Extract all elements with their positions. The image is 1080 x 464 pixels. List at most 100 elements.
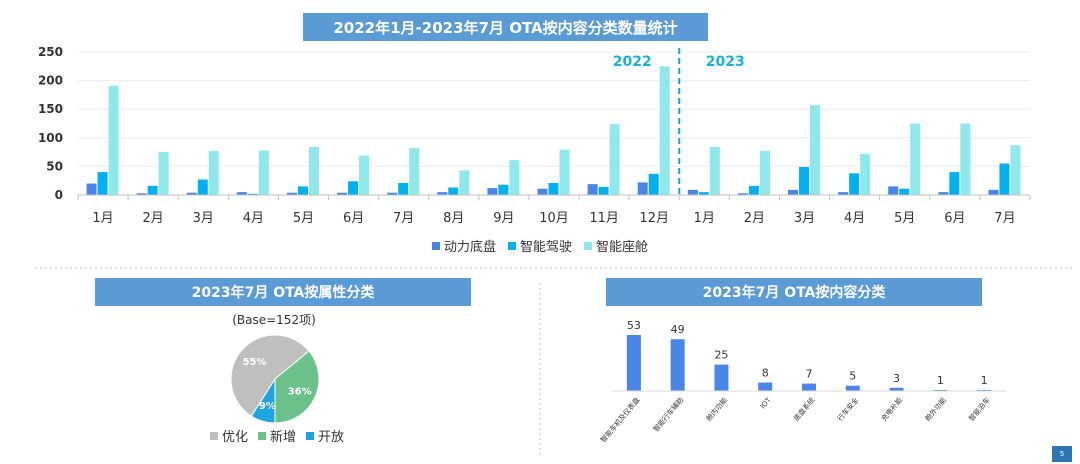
pie-legend-label: 优化 — [222, 430, 248, 445]
content-category-label: 智能泊车 — [967, 396, 992, 423]
x-tick-label: 4月 — [243, 211, 264, 226]
bar-1-15 — [849, 173, 860, 195]
content-chart-title: 2023年7月 OTA按内容分类 — [606, 278, 982, 306]
pie-legend-swatch — [306, 432, 314, 440]
pie-legend-label: 开放 — [318, 430, 344, 445]
bar-2-6 — [409, 148, 420, 195]
bar-0-14 — [788, 189, 799, 195]
content-category-label: 底盘系统 — [792, 396, 817, 423]
bar-0-0 — [86, 183, 97, 195]
y-tick-label: 0 — [55, 188, 63, 202]
x-tick-label: 5月 — [894, 211, 915, 226]
content-category-label: 充电补能 — [879, 396, 904, 423]
bar-2-17 — [960, 123, 971, 195]
legend-label: 智能座舱 — [596, 240, 648, 255]
bar-1-11 — [648, 173, 659, 195]
bar-0-4 — [286, 192, 297, 195]
y-tick-label: 250 — [38, 45, 63, 59]
x-tick-label: 11月 — [589, 211, 619, 226]
content-bar-value: 25 — [714, 349, 728, 362]
content-bar-value: 5 — [849, 370, 856, 383]
bar-2-14 — [810, 105, 821, 195]
bar-2-10 — [609, 124, 620, 195]
bar-2-11 — [659, 66, 670, 195]
x-tick-label: 2月 — [143, 211, 164, 226]
content-bar-5 — [845, 385, 860, 391]
monthly-ota-bar-chart: 0 50 100 150 200 250 1月 2月 3月 4月 5月 6月 7月 8月 9月 10月 11月 1… — [38, 45, 1031, 255]
pie-slice-0 — [230, 334, 310, 417]
y-tick-label: 200 — [38, 74, 63, 88]
bar-0-5 — [337, 192, 348, 195]
pie-slice-2 — [250, 377, 276, 424]
bar-0-8 — [487, 188, 498, 195]
pie-slice-1 — [274, 350, 320, 424]
bar-0-12 — [687, 189, 698, 195]
content-category-label: 行车安全 — [835, 396, 860, 423]
bar-1-16 — [899, 188, 910, 195]
bar-1-2 — [197, 179, 208, 195]
bar-1-0 — [97, 172, 108, 195]
bar-1-6 — [398, 182, 409, 195]
bar-2-0 — [108, 85, 119, 195]
content-bar-4 — [802, 383, 816, 391]
bar-2-16 — [910, 123, 921, 195]
content-bar-8 — [977, 389, 992, 391]
bar-2-15 — [860, 153, 871, 195]
x-tick-label: 5月 — [293, 211, 314, 226]
content-bar-value: 1 — [937, 374, 944, 387]
bar-2-7 — [459, 170, 470, 195]
content-bar-chart: 53 智能车机及仪表盘 49 智能行车辅助 25 舱内功能 8 IOT 7 底盘系统 5 行车安全 3 充… — [599, 319, 1006, 444]
pie-legend-swatch — [210, 432, 218, 440]
pie-chart-title: 2023年7月 OTA按属性分类 — [95, 278, 471, 306]
pie-subtitle: (Base=152项) — [232, 313, 316, 327]
x-tick-label: 8月 — [443, 211, 464, 226]
content-bar-value: 1 — [981, 374, 988, 387]
content-bar-value: 7 — [806, 368, 813, 381]
bar-1-7 — [448, 187, 459, 195]
bar-0-9 — [537, 188, 548, 195]
y-tick-label: 50 — [46, 159, 63, 173]
year-label-2023: 2023 — [706, 54, 745, 70]
content-category-label: IOT — [759, 396, 773, 411]
bar-0-6 — [387, 192, 398, 195]
bar-0-15 — [838, 192, 849, 195]
bar-0-11 — [637, 182, 648, 195]
legend-swatch — [508, 242, 516, 250]
bar-0-10 — [587, 184, 598, 195]
legend-swatch — [432, 242, 440, 250]
bar-2-13 — [759, 150, 770, 195]
content-category-label: 舱外功能 — [923, 396, 948, 423]
bar-0-1 — [136, 193, 147, 195]
bar-1-9 — [548, 182, 559, 195]
x-tick-label: 7月 — [393, 211, 414, 226]
content-bar-6 — [889, 387, 904, 391]
pie-label-0: 55% — [243, 357, 267, 368]
bar-2-3 — [258, 150, 269, 195]
pie-label-1: 36% — [288, 387, 312, 398]
x-tick-label: 2月 — [744, 211, 765, 226]
legend-label: 智能驾驶 — [520, 240, 572, 255]
x-tick-label: 3月 — [794, 211, 815, 226]
x-tick-label: 6月 — [944, 211, 965, 226]
main-chart-title: 2022年1月-2023年7月 OTA按内容分类数量统计 — [303, 13, 708, 41]
bar-2-4 — [308, 146, 319, 195]
bar-2-2 — [208, 150, 219, 195]
page-number: 5 — [1052, 446, 1072, 462]
bar-1-5 — [348, 181, 359, 195]
bar-0-18 — [988, 189, 999, 195]
x-tick-label: 10月 — [539, 211, 569, 226]
bar-2-8 — [509, 160, 520, 195]
bar-1-4 — [297, 186, 308, 195]
content-bar-value: 53 — [627, 319, 641, 332]
bar-1-18 — [999, 163, 1010, 195]
bar-1-17 — [949, 172, 960, 195]
bar-2-12 — [709, 146, 720, 195]
x-tick-label: 7月 — [994, 211, 1015, 226]
content-bar-7 — [933, 389, 948, 391]
content-bar-1 — [670, 339, 685, 391]
pie-legend-label: 新增 — [270, 429, 296, 445]
content-bar-2 — [714, 364, 729, 391]
bar-0-2 — [186, 192, 197, 195]
x-tick-label: 12月 — [639, 211, 669, 226]
